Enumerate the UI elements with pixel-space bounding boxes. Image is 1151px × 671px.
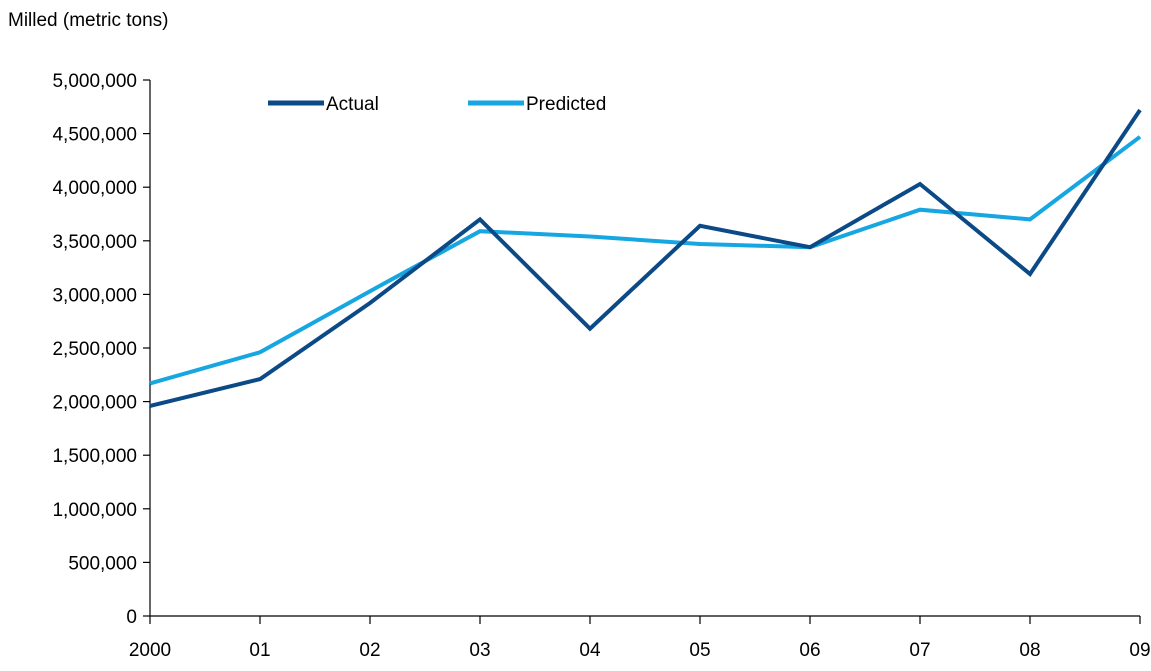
y-tick-label: 2,500,000 [52,339,137,360]
legend-label-predicted: Predicted [526,94,606,115]
y-tick-label: 1,500,000 [52,446,137,467]
x-tick-label: 08 [1019,640,1040,661]
legend-label-actual: Actual [326,94,379,115]
x-tick-label: 06 [799,640,820,661]
x-tick-label: 2000 [129,640,171,661]
y-tick-label: 4,000,000 [52,178,137,199]
x-tick-label: 01 [249,640,270,661]
x-tick-label: 09 [1129,640,1150,661]
legend: Actual Predicted [268,94,606,115]
series-lines [150,110,1140,406]
series-line-actual [150,110,1140,406]
x-tick-label: 07 [909,640,930,661]
y-axis-title: Milled (metric tons) [8,10,168,31]
y-tick-label: 3,500,000 [52,232,137,253]
series-line-predicted [150,137,1140,384]
y-tick-label: 500,000 [68,553,137,574]
y-tick-label: 4,500,000 [52,125,137,146]
y-tick-label: 3,000,000 [52,285,137,306]
y-tick-label: 2,000,000 [52,393,137,414]
x-tick-label: 02 [359,640,380,661]
x-tick-label: 05 [689,640,710,661]
y-tick-label: 0 [126,607,137,628]
y-tick-label: 5,000,000 [52,71,137,92]
x-tick-label: 03 [469,640,490,661]
x-tick-label: 04 [579,640,601,661]
y-tick-label: 1,000,000 [52,500,137,521]
